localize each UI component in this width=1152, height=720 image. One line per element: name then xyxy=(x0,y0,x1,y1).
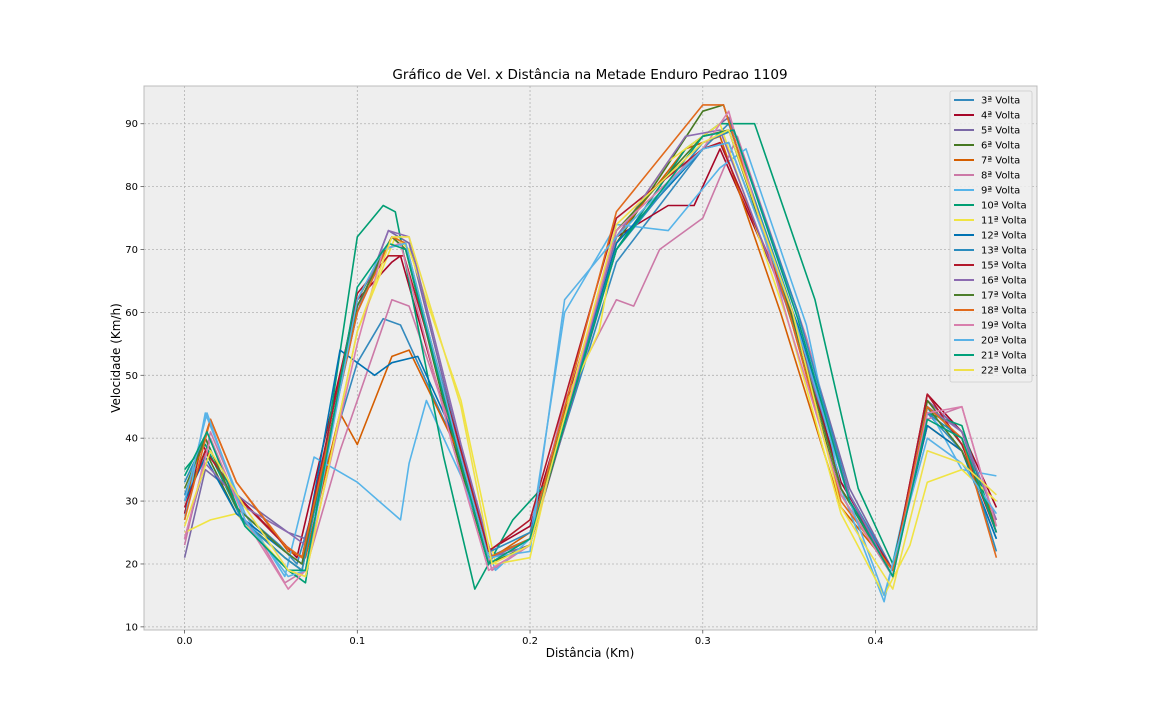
y-tick-label: 60 xyxy=(125,308,138,319)
y-tick-label: 70 xyxy=(125,245,138,256)
x-tick-label: 0.4 xyxy=(868,636,884,647)
y-tick-label: 30 xyxy=(125,497,138,508)
y-tick-label: 40 xyxy=(125,434,138,445)
legend-label: 17ª Volta xyxy=(981,291,1027,302)
legend-label: 18ª Volta xyxy=(981,306,1027,317)
plot-area xyxy=(143,85,1038,631)
legend-label: 12ª Volta xyxy=(981,231,1027,242)
legend-label: 4ª Volta xyxy=(981,111,1020,122)
legend-label: 21ª Volta xyxy=(981,351,1027,362)
y-tick-label: 10 xyxy=(125,622,138,633)
legend-label: 22ª Volta xyxy=(981,366,1027,377)
x-tick-label: 0.2 xyxy=(522,636,538,647)
series-line xyxy=(183,104,998,572)
legend-label: 20ª Volta xyxy=(981,336,1027,347)
legend-label: 8ª Volta xyxy=(981,171,1020,182)
y-axis-title: Velocidade (Km/h) xyxy=(109,303,123,413)
x-tick-label: 0.0 xyxy=(177,636,193,647)
legend-label: 7ª Volta xyxy=(981,156,1020,167)
y-tick-label: 50 xyxy=(125,371,138,382)
grid xyxy=(144,86,1037,630)
series-line xyxy=(183,122,998,590)
y-tick-label: 80 xyxy=(125,182,138,193)
axis-ticks: 0.0 0.1 0.2 0.3 0.4 10 20 30 40 50 60 70 80 90 xyxy=(125,119,883,647)
series-layer xyxy=(183,104,998,603)
x-axis-title: Distância (Km) xyxy=(546,646,635,660)
series-line xyxy=(183,129,997,590)
legend-label: 5ª Volta xyxy=(981,126,1020,137)
x-tick-label: 0.3 xyxy=(695,636,711,647)
series-line xyxy=(183,141,998,597)
legend-label: 6ª Volta xyxy=(981,141,1020,152)
legend-label: 10ª Volta xyxy=(981,201,1027,212)
legend-label: 3ª Volta xyxy=(981,96,1020,107)
x-tick-label: 0.1 xyxy=(349,636,365,647)
y-tick-label: 90 xyxy=(125,119,138,130)
legend-label: 13ª Volta xyxy=(981,246,1027,257)
legend-label: 19ª Volta xyxy=(981,321,1027,332)
y-tick-label: 20 xyxy=(125,559,138,570)
chart-title: Gráfico de Vel. x Distância na Metade En… xyxy=(392,67,787,83)
legend-label: 9ª Volta xyxy=(981,186,1020,197)
legend-label: 11ª Volta xyxy=(981,216,1027,227)
legend-label: 16ª Volta xyxy=(981,276,1027,287)
series-line xyxy=(183,129,998,578)
legend-label: 15ª Volta xyxy=(981,261,1027,272)
legend: 3ª Volta 4ª Volta 5ª Volta 6ª Volta 7ª Volta… xyxy=(949,90,1033,383)
